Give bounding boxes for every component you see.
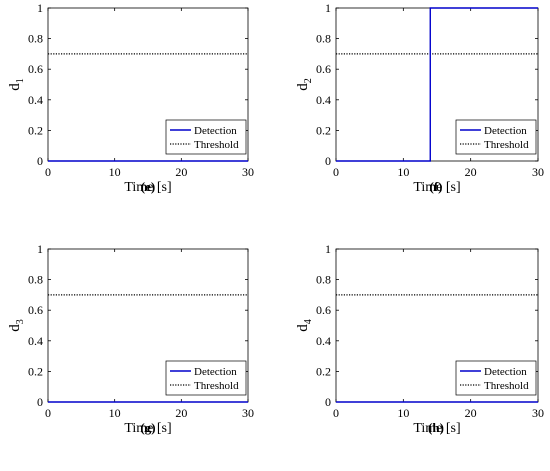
- legend: Detection Threshold: [165, 119, 247, 155]
- y-tick-label: 0.8: [316, 32, 331, 46]
- x-tick-label: 30: [242, 165, 254, 179]
- legend-label-detection: Detection: [484, 125, 527, 137]
- y-axis-label: d4: [295, 319, 314, 332]
- x-tick-label: 10: [397, 165, 409, 179]
- x-axis-label: Time [s]: [413, 421, 460, 436]
- legend-label-detection: Detection: [194, 366, 237, 378]
- y-tick-label: 0.2: [28, 364, 43, 378]
- y-axis-label-subscript: 4: [303, 319, 314, 324]
- panel-caption: (h): [428, 420, 444, 435]
- legend-label-threshold: Threshold: [484, 380, 529, 392]
- y-axis-label-main: d: [295, 83, 311, 91]
- x-tick-label: 30: [532, 406, 544, 420]
- x-tick-label: 20: [175, 406, 187, 420]
- panel-caption: (g): [140, 420, 155, 435]
- x-axis-label: Time [s]: [413, 180, 460, 195]
- x-axis-label: Time [s]: [124, 180, 171, 195]
- y-tick-label: 0.8: [28, 32, 43, 46]
- legend-box: [165, 360, 247, 396]
- x-tick-label: 10: [109, 406, 121, 420]
- y-tick-label: 0: [325, 395, 331, 409]
- y-axis-label-main: d: [7, 324, 23, 332]
- y-tick-label: 0.6: [316, 62, 331, 76]
- y-tick-label: 1: [37, 242, 43, 256]
- series-line-detection: [336, 7, 538, 162]
- x-tick-label: 20: [175, 165, 187, 179]
- y-tick-label: 0.2: [316, 364, 331, 378]
- y-tick-label: 0.2: [28, 123, 43, 137]
- x-tick-label: 0: [333, 165, 339, 179]
- y-axis-label: d2: [295, 78, 314, 91]
- y-tick-label: 0.8: [316, 273, 331, 287]
- legend: Detection Threshold: [455, 119, 537, 155]
- y-axis-label: d1: [7, 78, 26, 91]
- y-tick-label: 0: [325, 154, 331, 168]
- legend-label-threshold: Threshold: [194, 139, 239, 151]
- y-tick-label: 1: [325, 242, 331, 256]
- y-tick-label: 0.6: [28, 303, 43, 317]
- y-tick-label: 1: [37, 1, 43, 15]
- y-tick-label: 0.2: [316, 123, 331, 137]
- legend: Detection Threshold: [455, 360, 537, 396]
- legend-box: [165, 119, 247, 155]
- y-tick-label: 0.4: [28, 93, 43, 107]
- y-axis-label-subscript: 3: [15, 319, 26, 324]
- y-tick-label: 0.8: [28, 273, 43, 287]
- y-tick-label: 0.4: [316, 93, 331, 107]
- panel-caption: (f): [430, 179, 443, 194]
- x-tick-label: 0: [45, 406, 51, 420]
- y-axis-label-subscript: 2: [303, 78, 314, 83]
- x-tick-label: 10: [397, 406, 409, 420]
- legend: Detection Threshold: [165, 360, 247, 396]
- y-tick-label: 0.4: [316, 334, 331, 348]
- legend-label-detection: Detection: [484, 366, 527, 378]
- y-tick-label: 0.6: [316, 303, 331, 317]
- x-tick-label: 20: [465, 406, 477, 420]
- x-tick-label: 10: [109, 165, 121, 179]
- y-axis-label-main: d: [295, 324, 311, 332]
- y-tick-label: 0.4: [28, 334, 43, 348]
- legend-label-threshold: Threshold: [194, 380, 239, 392]
- y-tick-label: 0.6: [28, 62, 43, 76]
- y-tick-label: 1: [325, 1, 331, 15]
- y-tick-label: 0: [37, 395, 43, 409]
- y-axis-label: d3: [7, 319, 26, 332]
- x-tick-label: 0: [333, 406, 339, 420]
- panel-caption: (e): [141, 179, 155, 194]
- legend-box: [455, 119, 537, 155]
- x-tick-label: 30: [242, 406, 254, 420]
- x-tick-label: 20: [465, 165, 477, 179]
- y-axis-label-subscript: 1: [15, 78, 26, 83]
- y-axis-label-main: d: [7, 83, 23, 91]
- x-axis-label: Time [s]: [124, 421, 171, 436]
- legend-label-threshold: Threshold: [484, 139, 529, 151]
- legend-box: [455, 360, 537, 396]
- x-tick-label: 0: [45, 165, 51, 179]
- legend-label-detection: Detection: [194, 125, 237, 137]
- x-tick-label: 30: [532, 165, 544, 179]
- y-tick-label: 0: [37, 154, 43, 168]
